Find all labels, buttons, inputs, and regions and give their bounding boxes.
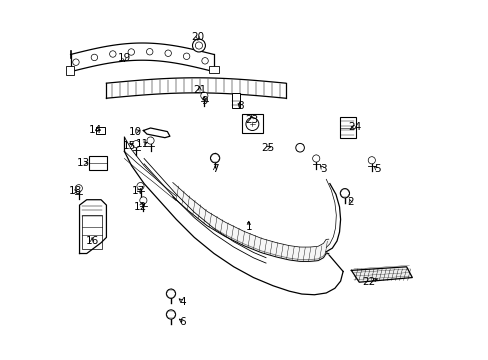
- Circle shape: [295, 143, 304, 152]
- Text: 12: 12: [134, 202, 147, 212]
- Bar: [88, 156, 107, 170]
- Circle shape: [146, 49, 153, 55]
- Text: 7: 7: [211, 164, 218, 174]
- Text: 8: 8: [237, 102, 244, 112]
- Bar: [339, 117, 355, 138]
- Text: 9: 9: [201, 96, 207, 106]
- Bar: [66, 66, 74, 75]
- Circle shape: [166, 289, 175, 298]
- Bar: [231, 93, 239, 108]
- Circle shape: [195, 42, 202, 49]
- Text: 24: 24: [347, 122, 361, 132]
- Circle shape: [166, 310, 175, 319]
- Text: 3: 3: [320, 164, 326, 174]
- Circle shape: [192, 39, 205, 52]
- Text: 10: 10: [128, 127, 142, 136]
- Circle shape: [183, 53, 189, 59]
- Text: 17: 17: [132, 186, 145, 196]
- Text: 2: 2: [346, 197, 353, 207]
- Text: 5: 5: [373, 164, 380, 174]
- Circle shape: [137, 183, 144, 190]
- Circle shape: [91, 54, 98, 60]
- Text: 18: 18: [68, 186, 81, 197]
- Circle shape: [245, 118, 258, 131]
- Text: 14: 14: [89, 125, 102, 135]
- Text: 23: 23: [244, 115, 258, 125]
- Bar: [208, 66, 218, 73]
- Circle shape: [75, 185, 82, 192]
- Polygon shape: [80, 200, 106, 253]
- Circle shape: [340, 189, 349, 198]
- Bar: [242, 114, 263, 134]
- Circle shape: [73, 59, 79, 66]
- Circle shape: [128, 49, 134, 55]
- Text: 15: 15: [122, 141, 135, 151]
- Circle shape: [201, 92, 207, 99]
- Text: 11: 11: [135, 139, 149, 149]
- Text: 22: 22: [362, 277, 375, 287]
- Text: 19: 19: [118, 53, 131, 63]
- Text: 1: 1: [245, 222, 252, 232]
- Circle shape: [109, 51, 116, 57]
- Circle shape: [147, 137, 154, 144]
- Text: 21: 21: [193, 85, 206, 95]
- Circle shape: [202, 58, 208, 64]
- Text: 16: 16: [85, 236, 99, 246]
- Circle shape: [367, 157, 375, 164]
- Polygon shape: [143, 128, 169, 138]
- Text: 4: 4: [179, 297, 186, 307]
- Bar: [82, 215, 102, 249]
- Circle shape: [132, 140, 140, 148]
- Text: 25: 25: [261, 143, 274, 153]
- Polygon shape: [124, 137, 343, 295]
- Text: 13: 13: [77, 158, 90, 168]
- Circle shape: [164, 50, 171, 57]
- Circle shape: [140, 197, 147, 204]
- Bar: [96, 127, 104, 134]
- Text: 6: 6: [179, 317, 186, 327]
- Circle shape: [210, 153, 219, 163]
- Text: 20: 20: [191, 32, 204, 41]
- Polygon shape: [351, 267, 411, 282]
- Circle shape: [312, 155, 319, 162]
